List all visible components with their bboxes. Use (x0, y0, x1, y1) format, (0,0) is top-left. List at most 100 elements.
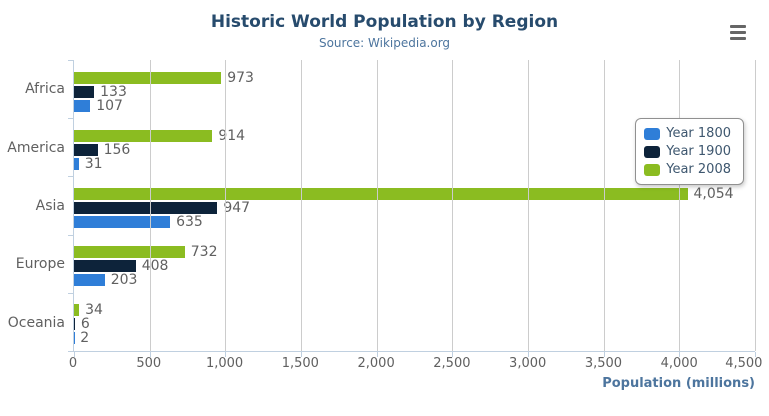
chart-header: Historic World Population by Region Sour… (0, 12, 769, 50)
bar[interactable] (74, 202, 218, 214)
bar[interactable] (74, 260, 136, 273)
bar-value-label: 107 (96, 97, 123, 114)
bar[interactable] (74, 304, 80, 317)
legend-item[interactable]: Year 2008 (644, 162, 731, 177)
bar-value-label: 133 (100, 83, 127, 100)
bar-value-label: 203 (110, 272, 138, 289)
bar-value-label: 635 (176, 214, 203, 230)
x-tick-label: 500 (136, 356, 162, 371)
bar[interactable] (74, 85, 95, 98)
gridline (301, 60, 302, 351)
gridline (755, 60, 756, 351)
x-axis-tick-mark (452, 352, 454, 357)
bar-line: 947 (74, 201, 755, 215)
legend-item[interactable]: Year 1800 (644, 126, 731, 141)
gridline (225, 60, 227, 351)
legend-swatch-icon (644, 145, 661, 158)
legend-label: Year 2008 (666, 162, 731, 177)
x-tick-label: 4,500 (725, 356, 763, 371)
x-axis-tick-mark (301, 352, 302, 357)
bar-line: 156 (74, 143, 755, 157)
bar[interactable] (74, 99, 91, 112)
x-axis-title: Population (millions) (602, 376, 755, 391)
bar-line: 133 (74, 83, 755, 100)
x-tick-label: 1,000 (205, 356, 244, 371)
bar-value-label: 914 (218, 127, 246, 144)
y-axis-tick-mark (68, 351, 73, 352)
bar[interactable] (74, 157, 79, 170)
bar-rows: 973 133 107 914 156 31 4,054 947 635 732 408 203 34 6… (74, 60, 755, 351)
plot-area: 973 133 107 914 156 31 4,054 947 635 732 408 203 34 6… (68, 60, 756, 357)
y-axis-tick-mark (68, 118, 73, 120)
bar-line: 973 (74, 71, 755, 85)
hamburger-menu-icon[interactable] (727, 22, 749, 43)
gridline (603, 60, 605, 351)
bar-line: 6 (74, 317, 755, 331)
legend-swatch-icon (644, 163, 661, 176)
category-label: America (7, 139, 65, 156)
bar[interactable] (74, 318, 75, 331)
legend-swatch-icon (644, 127, 661, 140)
bar[interactable] (74, 216, 171, 228)
gridline (452, 60, 454, 351)
bar[interactable] (74, 246, 185, 259)
bar-line: 914 (74, 127, 755, 144)
category-bar-group: 4,054 947 635 (74, 176, 755, 234)
y-axis-tick-mark (68, 60, 73, 61)
x-axis-tick-mark (755, 352, 756, 357)
bar-line: 408 (74, 258, 755, 275)
bar-value-label: 732 (190, 244, 218, 261)
bar-value-label: 34 (85, 302, 103, 319)
x-axis-tick-mark (74, 352, 75, 357)
category-label: Oceania (7, 314, 65, 331)
bar-value-label: 408 (141, 258, 169, 275)
gridline (149, 60, 151, 351)
category-label: Asia (35, 198, 65, 215)
legend: Year 1800 Year 1900 Year 2008 (635, 118, 744, 185)
bar-line: 4,054 (74, 186, 755, 202)
y-axis-category-labels: Africa America Asia Europe Oceania (0, 60, 65, 352)
y-axis-tick-mark (68, 176, 73, 178)
x-tick-label: 1,500 (281, 356, 319, 371)
bar[interactable] (74, 71, 222, 84)
y-axis-tick-mark (68, 234, 73, 236)
bar-value-label: 4,054 (693, 186, 734, 202)
x-axis-tick-labels: 0 500 1,000 1,500 2,000 2,500 3,000 3,500 4,000 4… (69, 356, 763, 372)
category-label: Europe (15, 256, 65, 273)
x-axis-tick-mark (528, 352, 529, 357)
gridline (679, 60, 681, 351)
gridline (376, 60, 378, 351)
x-tick-label: 2,000 (357, 356, 395, 371)
category-label: Africa (25, 81, 65, 98)
bar[interactable] (74, 143, 98, 156)
x-tick-label: 3,500 (584, 356, 623, 371)
x-axis-tick-mark (603, 352, 605, 357)
bar-line: 732 (74, 244, 755, 261)
chart-title: Historic World Population by Region (210, 12, 559, 32)
bar[interactable] (74, 188, 688, 200)
category-bar-group: 914 156 31 (74, 118, 755, 176)
bar[interactable] (74, 129, 213, 142)
bar-value-label: 2 (80, 330, 90, 347)
x-axis-tick-mark (376, 352, 378, 357)
x-axis-tick-mark (679, 352, 681, 357)
bar-line: 635 (74, 214, 755, 230)
gridline (528, 60, 529, 351)
bar-line: 2 (74, 330, 755, 347)
legend-label: Year 1800 (666, 126, 731, 141)
x-tick-label: 3,000 (509, 356, 547, 371)
chart-subtitle: Source: Wikipedia.org (318, 36, 451, 50)
legend-label: Year 1900 (666, 144, 731, 159)
bar-line: 34 (74, 302, 755, 319)
x-tick-label: 0 (68, 356, 78, 371)
category-bar-group: 34 6 2 (74, 293, 755, 351)
bar-line: 31 (74, 157, 755, 171)
x-tick-label: 4,000 (660, 356, 698, 371)
bar[interactable] (74, 274, 105, 287)
category-bar-group: 732 408 203 (74, 235, 755, 293)
bar-line: 107 (74, 97, 755, 114)
x-axis-tick-mark (149, 352, 151, 357)
x-axis-tick-mark (225, 352, 227, 357)
legend-item[interactable]: Year 1900 (644, 144, 731, 159)
